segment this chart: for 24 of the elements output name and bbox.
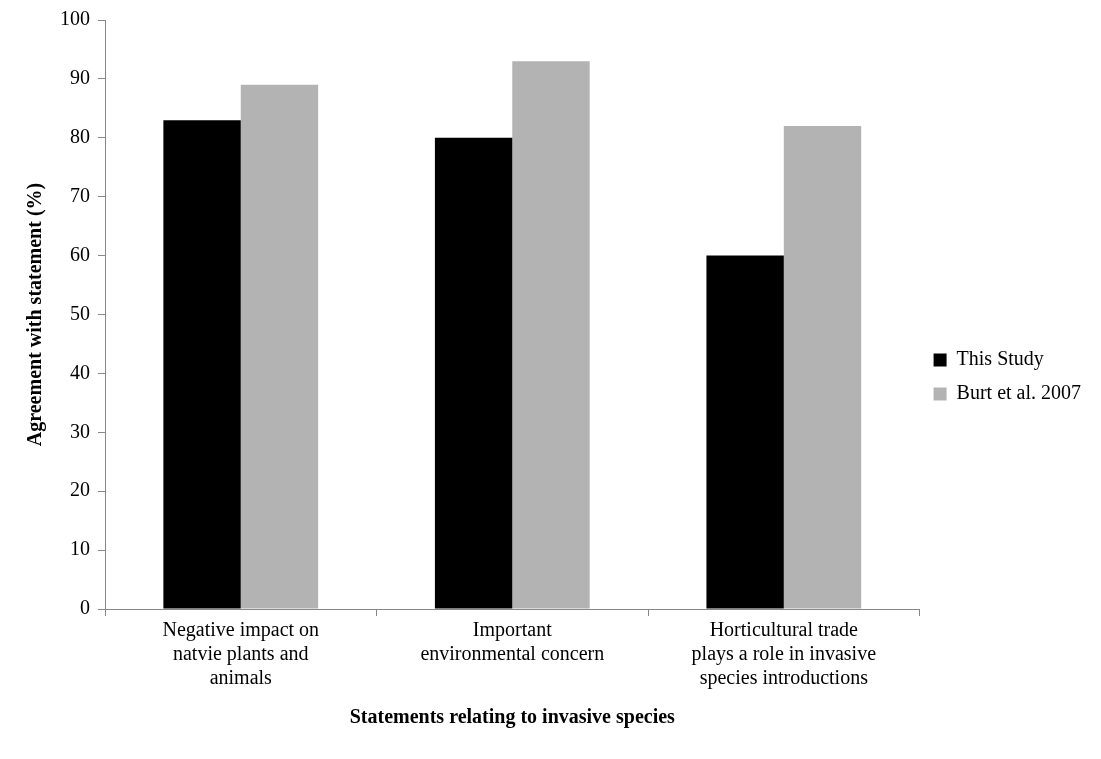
y-tick-label: 60 <box>70 242 90 265</box>
x-tick-label: Important environmental concern <box>420 618 605 665</box>
x-tick-label: Horticultural trade plays a role in invasive species introductions <box>691 618 877 690</box>
y-tick-label: 20 <box>70 478 90 501</box>
x-axis-title: Statements relating to invasive species <box>349 705 676 729</box>
y-tick-label: 10 <box>70 537 90 560</box>
y-tick-label: 80 <box>70 125 90 148</box>
y-tick-label: 70 <box>70 183 90 206</box>
y-tick-label: 30 <box>70 419 90 442</box>
y-axis-title: Agreement with statement (%) <box>23 182 47 447</box>
y-tick-label: 100 <box>60 7 90 30</box>
bar <box>163 120 241 609</box>
bar <box>512 61 590 609</box>
bar <box>706 255 784 609</box>
y-tick-label: 0 <box>80 596 90 619</box>
bar <box>240 84 319 609</box>
legend-label: This Study <box>956 347 1044 371</box>
x-tick-label: Negative impact on natvie plants and animals <box>162 618 320 689</box>
y-tick-label: 50 <box>70 301 90 324</box>
y-tick-label: 40 <box>70 360 90 383</box>
y-tick-label: 90 <box>70 66 90 89</box>
legend-label: Burt et al. 2007 <box>956 381 1082 404</box>
bar <box>434 137 513 609</box>
bar <box>783 126 862 609</box>
